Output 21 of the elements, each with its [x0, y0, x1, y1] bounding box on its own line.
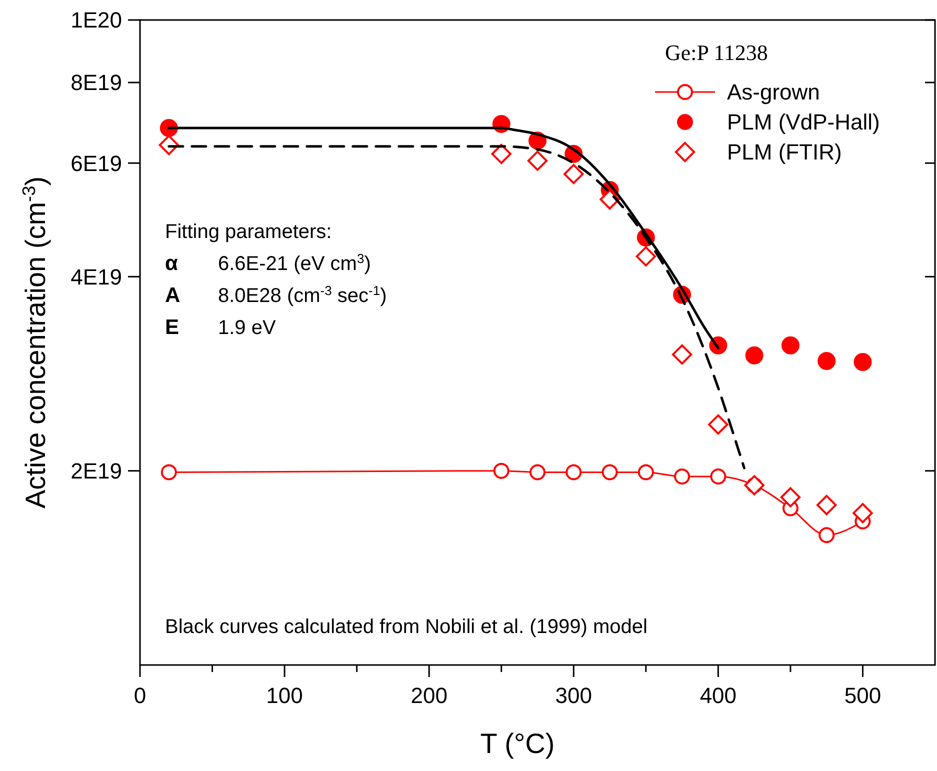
x-tick-label: 200 — [410, 683, 448, 708]
annotation: Fitting parameters: — [165, 221, 332, 243]
y-tick-label: 1E20 — [70, 8, 122, 33]
text: E 1.9 eV — [165, 316, 276, 339]
x-axis-title: T (°C) — [480, 728, 555, 759]
text: α 6.6E-21 (eV cm$^{3}$) — [165, 250, 371, 275]
x-tick-label: 0 — [134, 683, 146, 708]
x-tick-label: 500 — [844, 683, 882, 708]
x-tick-label: 100 — [266, 683, 303, 708]
y-tick-label: 6E19 — [70, 150, 122, 176]
legend-title: Ge:P 11238 — [665, 40, 768, 65]
y-tick-label: 4E19 — [70, 264, 122, 290]
x-tick-label: 300 — [555, 683, 592, 708]
legend-label: PLM (FTIR) — [727, 140, 842, 165]
x-tick-label: 400 — [700, 683, 737, 708]
legend-label: PLM (VdP-Hall) — [727, 110, 880, 135]
text: A 8.0E28 (cm$^{-3}$ sec$^{-1}$) — [165, 282, 387, 307]
y-tick-label: 2E19 — [70, 458, 122, 484]
y-tick-label: 8E19 — [70, 70, 122, 96]
annotation: Black curves calculated from Nobili et al. (1999) model — [165, 616, 648, 638]
legend-label: As-grown — [727, 80, 820, 105]
